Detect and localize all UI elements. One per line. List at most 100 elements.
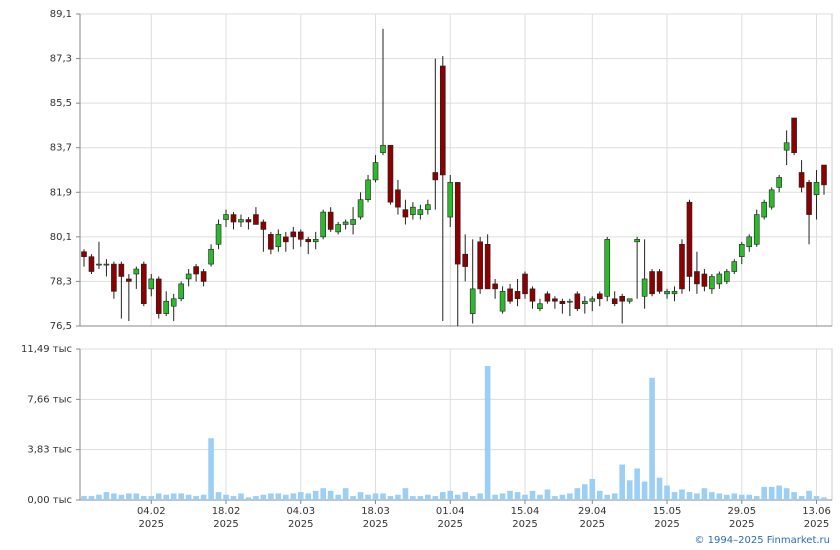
candle-body — [649, 271, 655, 295]
volume-bar — [507, 490, 513, 500]
candle-body — [753, 214, 760, 245]
x-tick-label: 15.05 2025 — [652, 506, 682, 530]
candle-body — [290, 231, 297, 238]
candle-body — [417, 209, 424, 215]
candle-body — [372, 162, 379, 181]
volume-bar — [529, 490, 536, 500]
candle-body — [611, 298, 618, 305]
candle-body — [626, 298, 633, 302]
volume-bar — [462, 492, 469, 500]
y-tick-label: 11,49 тыс — [21, 344, 72, 355]
candle-body — [821, 164, 827, 186]
volume-bar — [806, 490, 812, 500]
candle-body — [716, 273, 723, 285]
candle-body — [574, 293, 581, 309]
footer: © 1994–2025 Finmarket.ru — [694, 535, 830, 546]
candle-body — [589, 298, 596, 302]
volume-bar — [484, 365, 491, 500]
volume-bar — [791, 492, 797, 500]
candle-body — [342, 221, 349, 225]
volume-bar — [238, 493, 244, 500]
candle-body — [275, 234, 282, 248]
candle-body — [148, 278, 155, 290]
candle-body — [768, 189, 775, 208]
volume-bar — [447, 490, 454, 500]
x-tick-label: 15.04 2025 — [510, 506, 540, 530]
candle-body — [679, 243, 685, 290]
volume-bar — [305, 493, 312, 500]
candle-body — [761, 201, 768, 218]
candle-body — [469, 288, 476, 314]
volume-bar — [140, 496, 147, 500]
volume-bar — [626, 480, 633, 500]
candle-body — [567, 300, 573, 303]
volume-bar — [738, 494, 745, 500]
candle-body — [492, 283, 498, 290]
candle-body — [813, 182, 820, 196]
volume-bar — [335, 494, 341, 500]
y-tick-label: 85,5 — [50, 98, 72, 109]
x-tick-label: 04.02 2025 — [136, 506, 166, 530]
volume-bar — [701, 488, 708, 500]
x-tick-label: 18.03 2025 — [361, 506, 390, 530]
candle-body — [185, 273, 192, 280]
candle-body — [544, 293, 551, 302]
volume-bar — [596, 490, 603, 500]
volume-bar — [372, 493, 379, 500]
candle-body — [126, 278, 132, 282]
candle-body — [402, 209, 409, 218]
volume-bar — [290, 493, 297, 500]
volume-bar — [686, 492, 693, 500]
candle-body — [88, 256, 95, 272]
volume-bar — [410, 496, 416, 500]
y-tick-label: 76,5 — [50, 321, 72, 332]
volume-bar — [634, 468, 640, 500]
candle-body — [103, 263, 110, 266]
candle-body — [230, 214, 237, 223]
candle-body — [462, 253, 469, 267]
candle-body — [327, 211, 334, 230]
candle-body — [387, 144, 394, 203]
volume-bar — [425, 494, 431, 500]
volume-bar — [395, 494, 401, 500]
x-tick-label: 18.02 2025 — [211, 506, 241, 530]
volume-bar — [96, 494, 102, 500]
candle-body — [260, 221, 267, 230]
volume-bar — [103, 492, 110, 500]
volume-bar — [641, 481, 648, 500]
candle-body — [671, 291, 678, 295]
volume-bar — [522, 494, 528, 500]
candle-body — [297, 231, 304, 240]
candle-body — [529, 288, 536, 302]
y-tick-label: 83,7 — [50, 143, 72, 154]
candle-body — [559, 300, 566, 305]
candle-body — [410, 206, 416, 215]
candle-body — [350, 219, 356, 225]
volume-bar — [253, 496, 259, 500]
candle-body — [193, 266, 199, 275]
volume-bar — [178, 493, 184, 500]
y-tick-label: 3,83 тыс — [27, 445, 72, 456]
y-tick-label: 7,66 тыс — [27, 394, 72, 405]
volume-bar — [469, 496, 476, 500]
candle-body — [133, 268, 140, 275]
y-tick-label: 81,9 — [50, 187, 72, 198]
volume-bar — [126, 493, 132, 500]
volume-bar — [342, 488, 349, 500]
volume-bar — [163, 494, 170, 500]
volume-bar — [111, 493, 117, 500]
volume-bar — [753, 496, 760, 500]
volume-bar — [574, 488, 581, 500]
volume-bar — [185, 494, 192, 500]
volume-bar — [768, 486, 775, 500]
candle-body — [283, 236, 289, 243]
candle-body — [776, 177, 782, 188]
y-tick-label: 87,3 — [50, 54, 72, 65]
x-tick-label: 13.06 2025 — [802, 506, 831, 530]
volume-bar — [492, 494, 498, 500]
volume-bar — [88, 496, 95, 500]
volume-bar — [724, 494, 730, 500]
volume-bar — [357, 492, 364, 500]
candle-body — [447, 182, 454, 218]
